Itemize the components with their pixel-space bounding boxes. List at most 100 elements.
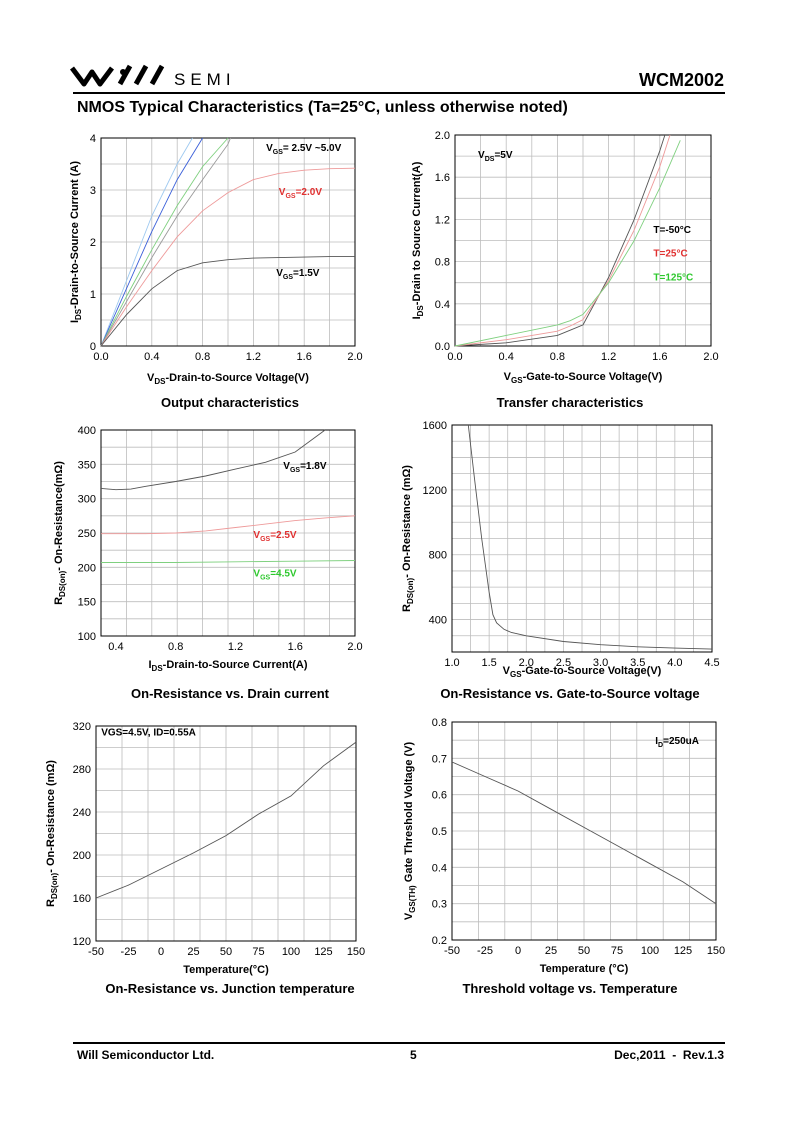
annotation-label: T=25°C <box>653 248 687 259</box>
y-tick-label: 0.4 <box>435 299 450 311</box>
x-tick-label: 2.0 <box>347 351 362 363</box>
x-tick-label: 0.4 <box>499 351 514 363</box>
x-tick-label: 75 <box>252 946 264 958</box>
annotation-label: VGS=2.5V <box>253 530 297 543</box>
series-line-0 <box>467 424 713 650</box>
series-line-2 <box>100 137 229 347</box>
y-tick-label: 120 <box>73 936 91 948</box>
y-tick-label: 200 <box>73 850 91 862</box>
annotation-label: VGS=4.5V <box>253 568 297 581</box>
y-tick-label: 0.0 <box>435 341 450 353</box>
plot-frame <box>95 725 357 942</box>
y-tick-label: 400 <box>78 425 96 437</box>
y-tick-label: 280 <box>73 764 91 776</box>
annotation-label: VGS=1.8V <box>283 461 327 474</box>
annotation-label: VDS=5V <box>478 150 513 163</box>
x-tick-label: 0.4 <box>108 641 123 653</box>
plot-frame <box>454 134 712 347</box>
x-tick-label: 2.0 <box>703 351 718 363</box>
y-tick-label: 0.3 <box>432 899 447 911</box>
logo-semi-text: SEMI <box>174 70 236 89</box>
chart-c1: 0.0 0.4 0.8 1.2 1.6 2.0 0 1 2 3 4 VDS-Drain-to-Sour… <box>69 133 363 386</box>
x-axis-label: Temperature (°C) <box>540 963 629 975</box>
chart-c5: -50 -25 0 25 50 75 100 125 150 120 160 200 240 280 320… <box>45 721 365 976</box>
header-rule <box>73 92 725 94</box>
x-tick-label: 0.8 <box>550 351 565 363</box>
section-title: NMOS Typical Characteristics (Ta=25°C, u… <box>77 99 568 116</box>
series-line-1 <box>454 134 671 347</box>
x-tick-label: 2.0 <box>347 641 362 653</box>
series-line-2 <box>101 560 356 563</box>
y-tick-label: 4 <box>90 133 96 145</box>
y-axis-label: VGS(TH) Gate Threshold Voltage (V) <box>403 742 417 921</box>
x-tick-label: 4.5 <box>704 657 719 669</box>
annotation-label: VGS=4.5V, ID=0.55A <box>101 728 196 739</box>
y-tick-label: 150 <box>78 597 96 609</box>
y-tick-label: 1 <box>90 289 96 301</box>
x-tick-label: 1.6 <box>652 351 667 363</box>
y-tick-label: 0.2 <box>432 935 447 947</box>
chart-c2: 0.0 0.4 0.8 1.2 1.6 2.0 0.0 0.4 0.8 1.2 1.6 2.0 VGS-… <box>411 130 719 385</box>
x-tick-label: 3.5 <box>630 657 645 669</box>
caption-c5: On-Resistance vs. Junction temperature <box>105 981 355 996</box>
x-axis-label: Temperature(°C) <box>183 964 269 976</box>
footer-rule <box>73 1042 725 1044</box>
y-axis-label: IDS-Drain-to-Source Current (A) <box>69 161 83 323</box>
x-tick-label: 50 <box>220 946 232 958</box>
x-tick-label: 1.6 <box>297 351 312 363</box>
series-line-0 <box>451 761 717 905</box>
x-tick-label: 125 <box>674 945 692 957</box>
y-tick-label: 1.6 <box>435 172 450 184</box>
caption-c6: Threshold voltage vs. Temperature <box>462 981 678 996</box>
plot-frame <box>451 424 713 653</box>
y-tick-label: 0.6 <box>432 790 447 802</box>
caption-c3: On-Resistance vs. Drain current <box>131 686 329 701</box>
y-tick-label: 160 <box>73 893 91 905</box>
x-tick-label: 2.5 <box>556 657 571 669</box>
y-axis-label: RDS(on)- On-Resistance (mΩ) <box>401 465 415 612</box>
series-line-1 <box>101 515 356 535</box>
x-tick-label: 4.0 <box>667 657 682 669</box>
x-tick-label: 125 <box>314 946 332 958</box>
annotation-label: T=-50°C <box>653 225 691 236</box>
x-tick-label: 3.0 <box>593 657 608 669</box>
series-line-0 <box>454 134 666 347</box>
y-axis-label: RDS(on)- On-Resistance (mΩ) <box>45 760 59 907</box>
annotation-label: VGS=2.0V <box>279 187 323 200</box>
x-tick-label: 1.5 <box>481 657 496 669</box>
caption-c4: On-Resistance vs. Gate-to-Source voltage <box>440 686 700 701</box>
y-tick-label: 300 <box>78 494 96 506</box>
y-tick-label: 240 <box>73 807 91 819</box>
x-tick-label: 1.2 <box>246 351 261 363</box>
series-line-2 <box>454 140 681 347</box>
y-tick-label: 2 <box>90 237 96 249</box>
footer-date-revision: Dec,2011 - Rev.1.3 <box>614 1048 724 1062</box>
y-tick-label: 400 <box>429 615 447 627</box>
x-tick-label: 150 <box>707 945 725 957</box>
chart-c4: 1.0 1.5 2.0 2.5 3.0 3.5 4.0 4.5 400 800 1200 1600 VG… <box>401 420 720 679</box>
footer-company: Will Semiconductor Ltd. <box>77 1048 215 1062</box>
y-tick-label: 0.4 <box>432 862 447 874</box>
x-tick-label: 1.0 <box>444 657 459 669</box>
x-tick-label: 2.0 <box>519 657 534 669</box>
part-number: WCM2002 <box>638 70 724 90</box>
footer-page-number: 5 <box>410 1048 417 1062</box>
y-tick-label: 250 <box>78 528 96 540</box>
y-tick-label: 0.8 <box>435 257 450 269</box>
x-axis-label: VGS-Gate-to-Source Voltage(V) <box>503 665 662 679</box>
series-line-0 <box>100 429 326 491</box>
x-tick-label: 75 <box>611 945 623 957</box>
series-line-1 <box>100 137 203 347</box>
will-logo-mark <box>70 64 165 87</box>
x-tick-label: 0.0 <box>93 351 108 363</box>
series-line-0 <box>95 741 357 899</box>
x-axis-label: VDS-Drain-to-Source Voltage(V) <box>147 372 309 386</box>
series-line-0 <box>100 137 193 347</box>
annotation-label: VGS= 2.5V ~5.0V <box>266 143 342 156</box>
annotation-label: VGS=1.5V <box>276 268 320 281</box>
y-tick-label: 350 <box>78 459 96 471</box>
y-tick-label: 0.8 <box>432 717 447 729</box>
x-tick-label: 50 <box>578 945 590 957</box>
x-tick-label: 0 <box>158 946 164 958</box>
